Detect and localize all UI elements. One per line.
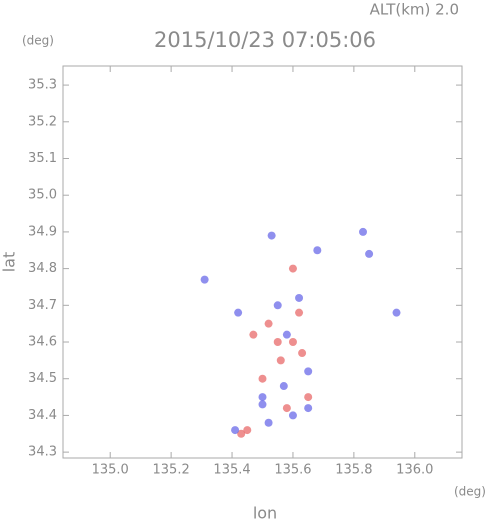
y-tick-label: 35.1: [28, 151, 57, 166]
radar-echo: [276, 356, 285, 365]
y-tick-label: 34.4: [28, 408, 57, 423]
radar-echo: [279, 382, 288, 391]
x-tick-label: 136.0: [396, 463, 433, 478]
radar-echo: [273, 301, 282, 310]
radar-echo: [264, 418, 273, 427]
y-tick-label: 34.6: [28, 335, 57, 350]
y-tick-label: 34.8: [28, 261, 57, 276]
radar-echo: [234, 308, 243, 317]
subtitle: ALT(km) 2.0: [370, 1, 459, 19]
y-unit: (deg): [22, 34, 54, 48]
radar-echo: [304, 367, 313, 376]
radar-echo: [365, 249, 374, 258]
x-tick-label: 135.6: [274, 463, 311, 478]
radar-echo: [237, 429, 246, 438]
radar-echo: [304, 393, 313, 402]
x-tick-label: 135.0: [92, 463, 129, 478]
radar-echo: [295, 293, 304, 302]
x-tick-label: 135.8: [335, 463, 372, 478]
radar-echo: [359, 227, 368, 236]
radar-echo: [295, 308, 304, 317]
radar-echo: [258, 374, 267, 383]
radar-echo: [304, 404, 313, 413]
x-tick-label: 135.4: [213, 463, 250, 478]
radar-echo: [288, 411, 297, 420]
radar-echo: [288, 264, 297, 273]
radar-echo: [200, 275, 209, 284]
radar-echo: [313, 246, 322, 255]
radar-echo: [392, 308, 401, 317]
plot-frame: [62, 65, 463, 459]
x-unit: (deg): [454, 485, 486, 499]
y-tick-label: 35.3: [28, 78, 57, 93]
radar-echo: [249, 330, 258, 339]
radar-echo: [264, 319, 273, 328]
radar-echo: [298, 349, 307, 358]
chart-title: 2015/10/23 07:05:06: [154, 28, 376, 52]
x-tick-label: 135.2: [153, 463, 190, 478]
radar-echo: [282, 330, 291, 339]
radar-echo: [258, 400, 267, 409]
y-tick-label: 34.7: [28, 298, 57, 313]
radar-echo: [258, 393, 267, 402]
y-tick-label: 34.5: [28, 371, 57, 386]
radar-echo: [243, 426, 252, 435]
radar-echo: [282, 404, 291, 413]
radar-echo: [267, 231, 276, 240]
y-tick-label: 35.2: [28, 114, 57, 129]
y-tick-label: 34.3: [28, 445, 57, 460]
x-axis-label: lon: [253, 504, 277, 521]
radar-echo: [288, 338, 297, 347]
y-tick-label: 34.9: [28, 224, 57, 239]
y-tick-label: 35.0: [28, 188, 57, 203]
radar-echo: [231, 426, 240, 435]
y-axis-label: lat: [0, 252, 19, 273]
radar-echo: [273, 338, 282, 347]
